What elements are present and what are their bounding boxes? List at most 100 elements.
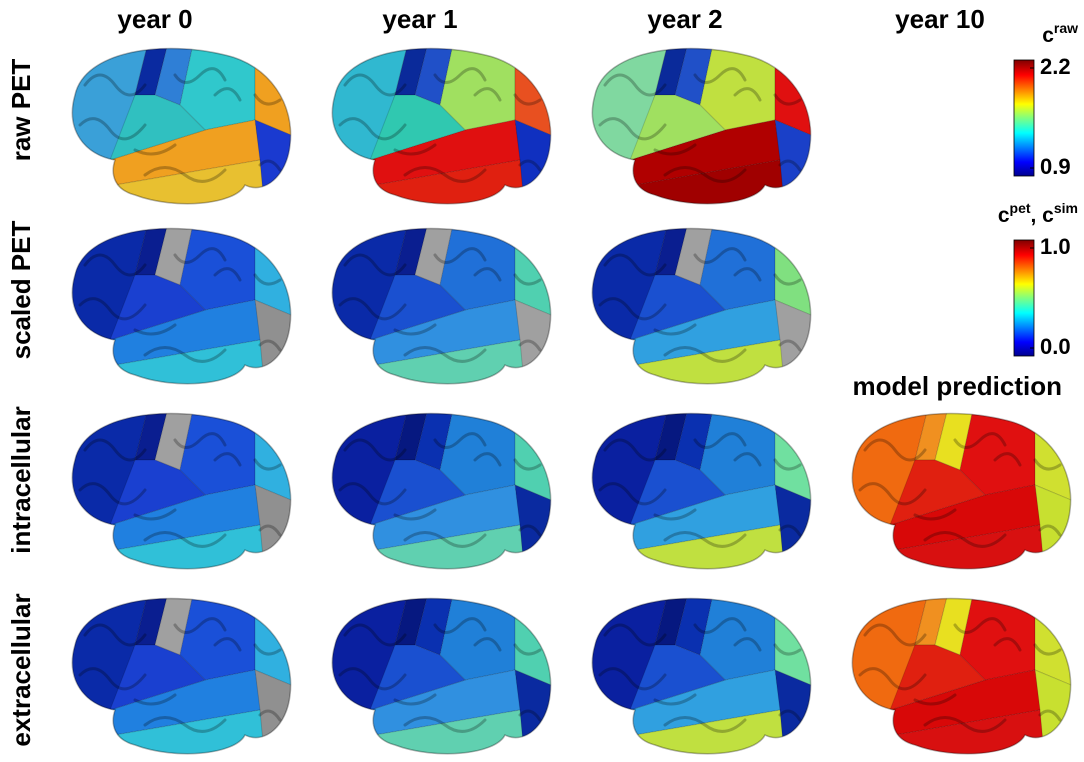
gyri (338, 617, 542, 733)
label-superscript: raw (1054, 20, 1078, 36)
brain-regions (592, 598, 811, 754)
brain-region (369, 459, 466, 526)
label-superscript: pet (1010, 200, 1031, 216)
brain-outline (851, 412, 1072, 570)
brain-outline (331, 47, 552, 205)
gyri (858, 432, 1062, 548)
colorbar-tick-label: 0.9 (1040, 154, 1071, 179)
brain-region (109, 644, 206, 711)
brain (591, 412, 812, 570)
label-superscript: sim (1054, 200, 1078, 216)
gyri (78, 67, 282, 183)
gyri (78, 432, 282, 548)
brain (331, 47, 552, 205)
brain-outline (71, 412, 292, 570)
brain-regions (332, 48, 551, 204)
brain-region (629, 274, 726, 341)
brain-regions (332, 228, 551, 384)
gyri (858, 617, 1062, 733)
row-label: raw PET (6, 59, 36, 162)
brain-region (254, 484, 291, 569)
brain-outline (71, 227, 292, 385)
brain-regions (332, 598, 551, 754)
gyri (598, 617, 802, 733)
brain-outline (591, 47, 812, 205)
brain-region (889, 459, 986, 526)
brain-regions (72, 598, 291, 754)
brain-regions (72, 48, 291, 204)
brain (71, 412, 292, 570)
column-header: year 10 (895, 4, 985, 34)
brain-regions (592, 228, 811, 384)
brain-region (109, 94, 206, 161)
brain-region (629, 94, 726, 161)
brain (331, 412, 552, 570)
brain-region (774, 299, 811, 384)
brain (71, 597, 292, 755)
brain-region (629, 644, 726, 711)
label-text: c (1042, 24, 1054, 47)
label-text: , c (1031, 204, 1055, 227)
brain-region (369, 274, 466, 341)
brain-outline (591, 597, 812, 755)
brain (71, 227, 292, 385)
column-header: year 2 (647, 4, 722, 34)
brain-region (889, 644, 986, 711)
brain-region (369, 94, 466, 161)
gyri (598, 67, 802, 183)
gyri (78, 617, 282, 733)
model-label: model prediction (853, 371, 1062, 401)
brain (331, 227, 552, 385)
gyri (338, 247, 542, 363)
brain (851, 412, 1072, 570)
brain-outline (331, 597, 552, 755)
colorbar-label: craw (1042, 20, 1078, 47)
colorbar (1013, 239, 1035, 357)
row-label: intracellular (6, 406, 36, 553)
gyri (78, 247, 282, 363)
brain-outline (591, 412, 812, 570)
brain (331, 597, 552, 755)
colorbar-label: cpet, csim (998, 200, 1078, 227)
colorbar-tick-label: 1.0 (1040, 234, 1071, 259)
colorbar (1013, 59, 1035, 177)
row-label: scaled PET (6, 221, 36, 360)
brain-outline (591, 227, 812, 385)
brain-outline (71, 47, 292, 205)
brain-outline (71, 597, 292, 755)
brain (591, 597, 812, 755)
colorbar-tick-label: 0.0 (1040, 334, 1071, 359)
gyri (338, 432, 542, 548)
label-text: c (998, 204, 1010, 227)
brain-region (774, 119, 811, 204)
brain-region (774, 484, 811, 569)
brain-region (254, 119, 291, 204)
gyri (598, 432, 802, 548)
brain-regions (852, 413, 1071, 569)
brain-outline (331, 412, 552, 570)
row-label: extracellular (6, 593, 36, 746)
brain-region (514, 119, 551, 204)
brain (591, 47, 812, 205)
brain-region (254, 299, 291, 384)
brain-region (514, 484, 551, 569)
brain-regions (72, 413, 291, 569)
brain-regions (592, 48, 811, 204)
brain (851, 597, 1072, 755)
brain-region (629, 459, 726, 526)
brain-region (109, 274, 206, 341)
brain-region (109, 459, 206, 526)
gyri (598, 247, 802, 363)
brain-region (1034, 669, 1071, 754)
brain-outline (851, 597, 1072, 755)
brain-region (369, 644, 466, 711)
brain-regions (72, 228, 291, 384)
brain-region (514, 299, 551, 384)
colorbar-tick-label: 2.2 (1040, 54, 1071, 79)
column-header: year 1 (382, 4, 457, 34)
brain-outline (331, 227, 552, 385)
brain-regions (592, 413, 811, 569)
gyri (338, 67, 542, 183)
brain (71, 47, 292, 205)
